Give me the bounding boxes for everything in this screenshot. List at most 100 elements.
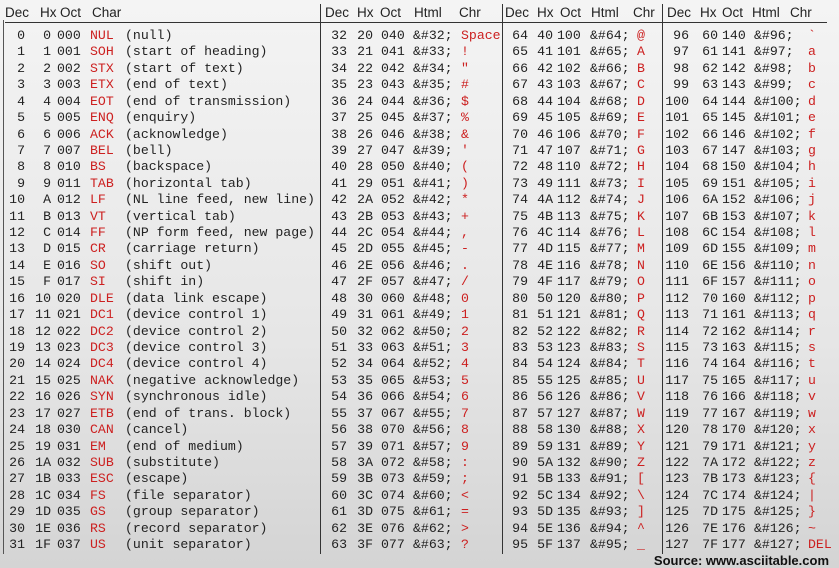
char-glyph: < (461, 487, 469, 503)
char-glyph: ; (461, 471, 469, 487)
dec-value: 41 (331, 175, 347, 191)
table-left-border (3, 20, 4, 554)
oct-value: 125 (557, 372, 581, 388)
oct-value: 103 (557, 77, 581, 93)
hex-value: B (43, 208, 51, 224)
dec-value: 13 (9, 241, 25, 257)
html-entity: &#37; (413, 110, 453, 126)
hex-value: 24 (357, 93, 373, 109)
oct-value: 033 (57, 471, 81, 487)
oct-value: 050 (381, 159, 405, 175)
html-entity: &#40; (413, 159, 453, 175)
hex-value: 39 (357, 438, 373, 454)
dec-value: 12 (9, 225, 25, 241)
oct-value: 013 (57, 208, 81, 224)
oct-value: 176 (722, 520, 746, 536)
html-entity: &#33; (413, 44, 453, 60)
hex-value: 52 (537, 323, 553, 339)
oct-value: 030 (57, 422, 81, 438)
oct-value: 034 (57, 487, 81, 503)
html-entity: &#80; (590, 290, 630, 306)
dec-value: 119 (665, 405, 689, 421)
oct-value: 010 (57, 159, 81, 175)
oct-value: 037 (57, 537, 81, 553)
hex-value: 7B (702, 471, 718, 487)
html-entity: &#53; (413, 372, 453, 388)
hex-value: 67 (702, 142, 718, 158)
hex-value: 65 (702, 110, 718, 126)
oct-value: 127 (557, 405, 581, 421)
char-glyph: # (461, 77, 469, 93)
hex-value: 7A (702, 454, 718, 470)
oct-value: 104 (557, 93, 581, 109)
hex-value: 5B (537, 471, 553, 487)
char-description: (end of trans. block) (125, 405, 292, 421)
char-description: (backspace) (125, 159, 213, 175)
html-entity: &#100; (754, 93, 802, 109)
dec-value: 58 (331, 454, 347, 470)
html-entity: &#54; (413, 389, 453, 405)
char-abbrev: DC3 (90, 339, 114, 355)
hex-value: 1 (43, 44, 51, 60)
dec-value: 36 (331, 93, 347, 109)
hex-value: 10 (35, 290, 51, 306)
char-description: (device control 4) (125, 356, 268, 372)
hex-value: 75 (702, 372, 718, 388)
header-html: Html (414, 5, 442, 20)
oct-value: 036 (57, 520, 81, 536)
dec-value: 115 (665, 339, 689, 355)
char-glyph: \ (637, 487, 645, 503)
hex-value: 48 (537, 159, 553, 175)
char-description: (NL line feed, new line) (125, 192, 315, 208)
char-description: (cancel) (125, 422, 189, 438)
char-glyph: G (637, 142, 645, 158)
html-entity: &#55; (413, 405, 453, 421)
html-entity: &#36; (413, 93, 453, 109)
char-glyph: y (808, 438, 816, 454)
char-glyph: 9 (461, 438, 469, 454)
hex-value: 6E (702, 257, 718, 273)
oct-value: 173 (722, 471, 746, 487)
dec-value: 97 (673, 44, 689, 60)
html-entity: &#107; (754, 208, 802, 224)
dec-value: 0 (17, 28, 25, 43)
oct-value: 025 (57, 372, 81, 388)
oct-value: 075 (381, 504, 405, 520)
dec-value: 80 (512, 290, 528, 306)
html-entity: &#106; (754, 192, 802, 208)
hex-value: 69 (702, 175, 718, 191)
char-glyph: s (808, 339, 816, 355)
html-entity: &#109; (754, 241, 802, 257)
char-glyph: ? (461, 537, 469, 553)
html-entity: &#116; (754, 356, 802, 372)
hex-value: 35 (357, 372, 373, 388)
oct-value: 131 (557, 438, 581, 454)
char-description: (bell) (125, 142, 173, 158)
oct-value: 056 (381, 257, 405, 273)
dec-value: 86 (512, 389, 528, 405)
dec-value: 10 (9, 192, 25, 208)
hex-value: 4D (537, 241, 553, 257)
hex-value: 78 (702, 422, 718, 438)
oct-value: 024 (57, 356, 81, 372)
char-description: (shift in) (125, 274, 205, 290)
html-entity: &#51; (413, 339, 453, 355)
char-glyph: k (808, 208, 816, 224)
dec-value: 67 (512, 77, 528, 93)
char-abbrev: GS (90, 504, 106, 520)
oct-value: 142 (722, 60, 746, 76)
oct-value: 120 (557, 290, 581, 306)
header-dec: Dec (325, 5, 350, 20)
dec-value: 122 (665, 454, 689, 470)
hex-value: C (43, 225, 51, 241)
hex-value: 46 (537, 126, 553, 142)
header-hx: Hx (700, 5, 717, 20)
html-entity: &#97; (754, 44, 794, 60)
dec-value: 49 (331, 307, 347, 323)
char-glyph: B (637, 60, 645, 76)
char-description: (vertical tab) (125, 208, 236, 224)
html-entity: &#64; (590, 28, 630, 43)
dec-value: 63 (331, 537, 347, 553)
char-description: (record separator) (125, 520, 268, 536)
dec-value: 42 (331, 192, 347, 208)
